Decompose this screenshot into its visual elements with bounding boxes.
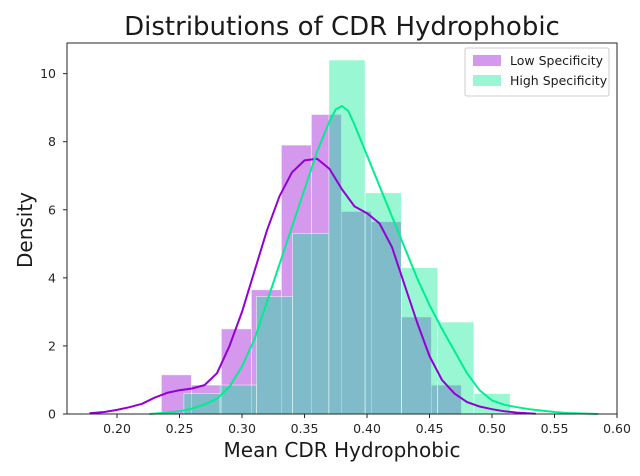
plot-frame xyxy=(66,42,618,415)
histogram-bar-low-specificity xyxy=(430,384,462,415)
y-axis-label: Density xyxy=(13,192,37,268)
x-tick-label: 0.35 xyxy=(291,421,319,436)
y-tick-label: 8 xyxy=(48,134,56,149)
legend-label-high-specificity: High Specificity xyxy=(510,73,608,88)
y-tick-label: 4 xyxy=(48,270,56,285)
kde-line-low-specificity xyxy=(89,157,536,415)
x-axis-ticks: 0.20 0.25 0.30 0.35 0.40 0.45 0.50 0.55 0.60 xyxy=(103,414,631,436)
histogram-bar-low-specificity xyxy=(160,374,192,415)
x-tick-label: 0.20 xyxy=(103,421,131,436)
y-tick-label: 2 xyxy=(48,338,56,353)
x-axis-label: Mean CDR Hydrophobic xyxy=(224,438,461,462)
histogram-bar-low-specificity xyxy=(370,221,402,415)
y-tick-label: 10 xyxy=(40,66,56,81)
y-tick-label: 6 xyxy=(48,202,56,217)
histogram-bars xyxy=(160,59,511,415)
legend: Low Specificity High Specificity xyxy=(464,47,610,97)
x-tick-label: 0.55 xyxy=(541,421,569,436)
kde-curves xyxy=(89,105,599,415)
legend-swatch-low-specificity xyxy=(473,55,501,66)
histogram-bar-high-specificity xyxy=(292,233,330,415)
x-tick-label: 0.60 xyxy=(603,421,631,436)
x-tick-label: 0.25 xyxy=(166,421,194,436)
legend-frame xyxy=(464,47,610,97)
histogram-bar-high-specificity xyxy=(437,321,475,415)
y-axis-ticks: 0 2 4 6 8 10 xyxy=(40,66,67,422)
chart-title: Distributions of CDR Hydrophobic xyxy=(124,12,560,42)
histogram-bar-low-specificity xyxy=(310,114,342,415)
x-tick-label: 0.40 xyxy=(353,421,381,436)
histogram-bar-high-specificity xyxy=(183,393,221,415)
histogram-bar-high-specificity xyxy=(328,59,366,415)
legend-swatch-high-specificity xyxy=(473,75,501,86)
x-tick-label: 0.45 xyxy=(416,421,444,436)
y-tick-label: 0 xyxy=(48,407,56,422)
legend-label-low-specificity: Low Specificity xyxy=(510,53,604,68)
x-tick-label: 0.50 xyxy=(478,421,506,436)
kde-line-high-specificity xyxy=(149,105,599,415)
x-tick-label: 0.30 xyxy=(228,421,256,436)
